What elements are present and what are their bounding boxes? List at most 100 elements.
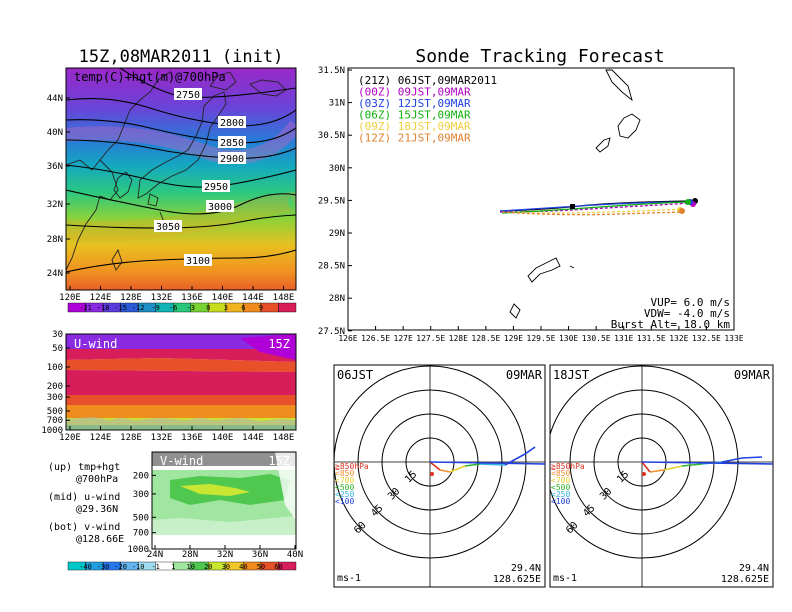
u-wind-lon-tick-label: 140E: [212, 433, 234, 443]
contour-label: 3000: [208, 202, 232, 213]
wind-colorbar-label: -10: [132, 563, 145, 571]
map-lon-ticks: 120E 124E 128E 132E 136E 140E 144E 148E: [59, 286, 294, 303]
track-line: [501, 201, 689, 214]
u-wind-p-tick-label: 300: [47, 393, 63, 403]
temp-colorbar-label: -21: [79, 304, 92, 312]
track-panel: 31.5N 31N 30.5N 30N 29.5N 29N 28.5N 28N 27.5N 12…: [318, 66, 744, 343]
hodograph-surface-point: [642, 472, 646, 476]
u-wind-p-tick-label: 50: [52, 344, 63, 354]
track-legend-entry: (06Z) 15JST,09MAR: [358, 109, 471, 122]
panel-description: (up) tmp+hgt @700hPa (mid) u-wind @29.36…: [48, 462, 124, 545]
temp-colorbar-label: 3: [224, 304, 228, 312]
track-lon-tick-label: 127E: [394, 334, 413, 343]
desc-up-level: @700hPa: [76, 474, 118, 485]
hodograph-time: 18JST: [553, 368, 589, 382]
temp-colorbar-swatch: [278, 302, 297, 313]
track-lon-tick-label: 131E: [614, 334, 633, 343]
track-coastlines: [509, 69, 641, 319]
map-lon-tick-label: 132E: [151, 293, 173, 303]
track-lon-tick-label: 128E: [449, 334, 468, 343]
hodograph-segment: [641, 461, 651, 473]
map-lat-tick-label: 36N: [47, 162, 63, 172]
u-wind-lon-tick-label: 132E: [151, 433, 173, 443]
hodograph-lon: 128.625E: [721, 574, 769, 585]
landing-point: [685, 199, 691, 205]
wind-colorbar-label: 20: [204, 563, 212, 571]
hodograph-level-label: <700: [551, 476, 570, 485]
u-wind-p-tick-label: 500: [47, 407, 63, 417]
v-wind-lat-tick-label: 36N: [252, 550, 268, 560]
hodograph-level-label: <250: [335, 490, 354, 499]
u-wind-p-tick-label: 30: [52, 330, 63, 340]
map-lon-tick-label: 120E: [59, 293, 81, 303]
contour-label: 2750: [176, 90, 200, 101]
temp-colorbar-label: -18: [97, 304, 110, 312]
desc-mid-level: @29.36N: [76, 504, 118, 515]
hodograph-segment: [429, 461, 545, 465]
hodograph-frame: [333, 364, 546, 588]
v-wind-p-tick-label: 200: [133, 471, 149, 481]
temp-colorbar-label: -6: [169, 304, 177, 312]
map-lat-tick-label: 44N: [47, 94, 63, 104]
contour-label: 3100: [186, 256, 210, 267]
hodograph-segment: [649, 469, 665, 473]
map-panel-label: temp(C)+hgt(m)@700hPa: [74, 70, 226, 84]
wind-colorbar-label: 30: [222, 563, 230, 571]
track-lat-tick-label: 30N: [329, 164, 345, 174]
track-lon-ticks: 126E 126.5E 127E 127.5E 128E 128.5E 129E 129.5E…: [338, 326, 744, 343]
u-wind-p-tick-label: 100: [47, 363, 63, 373]
hodograph-level-label: <250: [551, 490, 570, 499]
hodograph-level-label: <500: [335, 483, 354, 492]
hodograph-date: 09MAR: [506, 368, 543, 382]
desc-up: (up) tmp+hgt: [48, 462, 120, 473]
track-lat-tick-label: 28.5N: [318, 262, 345, 272]
v-wind-p-tick-label: 500: [133, 513, 149, 523]
track-legend: (21Z) 06JST,09MAR2011(00Z) 09JST,09MAR(0…: [358, 74, 497, 145]
hodograph-segment: [439, 469, 451, 473]
u-wind-lon-tick-label: 144E: [242, 433, 264, 443]
v-wind-p-tick-label: 1000: [127, 545, 149, 555]
wind-colorbar-label: -20: [114, 563, 127, 571]
hodograph-lat: 29.4N: [511, 563, 541, 574]
u-wind-lon-tick-label: 124E: [90, 433, 112, 443]
contour-label: 2950: [204, 182, 228, 193]
hodograph-segment: [663, 465, 683, 471]
hodograph-segment: [524, 446, 536, 455]
hodograph-level-label: <100: [335, 497, 354, 506]
track-lon-tick-label: 129E: [504, 334, 523, 343]
temp-colorbar-label: -9: [151, 304, 159, 312]
track-legend-entry: (21Z) 06JST,09MAR2011: [358, 74, 497, 87]
wind-colorbar-swatch: [278, 561, 297, 571]
map-lat-tick-label: 32N: [47, 200, 63, 210]
track-lon-tick-label: 126.5E: [361, 334, 390, 343]
map-lon-tick-label: 124E: [90, 293, 112, 303]
track-lat-ticks: 31.5N 31N 30.5N 30N 29.5N 29N 28.5N 28N 27.5N: [318, 66, 352, 337]
track-lon-tick-label: 132.5E: [692, 334, 721, 343]
map-lat-tick-label: 28N: [47, 235, 63, 245]
hodograph-time: 06JST: [337, 368, 373, 382]
map-lon-tick-label: 144E: [242, 293, 264, 303]
hodograph-unit: ms-1: [553, 573, 577, 584]
v-wind-lat-tick-label: 28N: [182, 550, 198, 560]
track-lon-tick-label: 129.5E: [527, 334, 556, 343]
hodograph-level-label: ≧850hPa: [335, 462, 369, 471]
track-line: [501, 208, 681, 214]
track-lon-tick-label: 130E: [559, 334, 578, 343]
track-lat-tick-label: 29N: [329, 229, 345, 239]
temp-colorbar-label: -3: [187, 304, 195, 312]
map-lat-ticks: 44N 40N 36N 32N 28N 24N: [47, 94, 70, 279]
hodograph-segment: [641, 461, 773, 465]
wind-colorbar: -40 -30 -20 -10 -1 1 10 20 30 40 50 60: [67, 561, 297, 571]
u-wind-p-tick-label: 200: [47, 382, 63, 392]
u-wind-lon-tick-label: 136E: [181, 433, 203, 443]
wind-colorbar-label: -40: [79, 563, 92, 571]
wind-colorbar-label: -30: [97, 563, 110, 571]
temp-height-map: 2750 2800 2850 2900 2950 3000 3050 3100 …: [47, 67, 297, 303]
temp-colorbar-label: 9: [259, 304, 263, 312]
desc-mid: (mid) u-wind: [48, 492, 120, 503]
track-lon-tick-label: 127.5E: [416, 334, 445, 343]
wind-colorbar-label: -1: [151, 563, 159, 571]
hodograph-level-label: <850: [335, 469, 354, 478]
